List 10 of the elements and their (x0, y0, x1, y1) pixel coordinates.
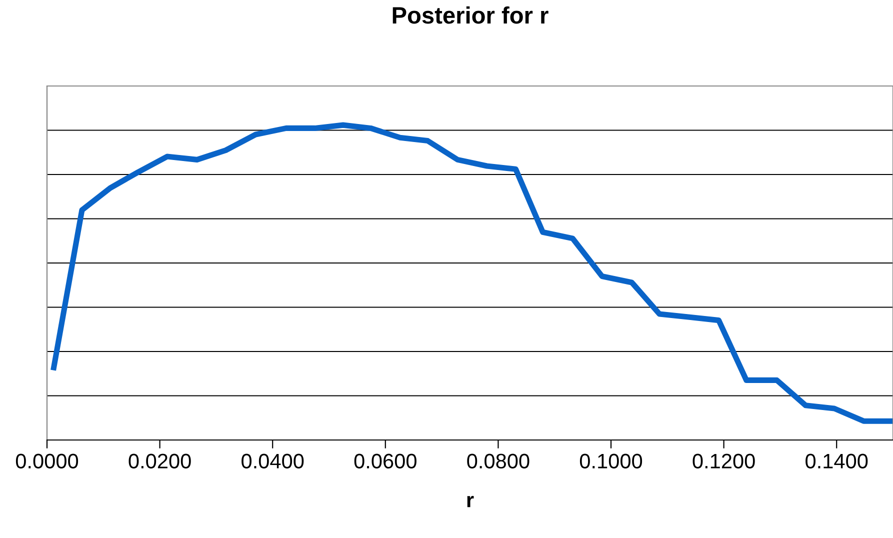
x-tick-label: 0.1200 (692, 454, 755, 468)
x-tick-label: 0.0400 (242, 454, 304, 468)
x-tick-label: 0.1000 (580, 454, 642, 468)
x-tick-label: 0.0800 (467, 454, 530, 468)
x-axis-title: r (467, 496, 474, 508)
x-tick-label: 0.0200 (128, 454, 191, 468)
x-tick-label: 0.0600 (354, 454, 416, 468)
x-tick-label: 0.1400 (806, 454, 868, 468)
chart-title: Posterior for r (392, 6, 548, 24)
x-tick-label: 0.0000 (16, 454, 78, 468)
